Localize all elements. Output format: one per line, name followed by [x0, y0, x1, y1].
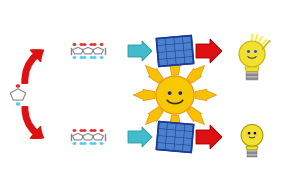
- Ellipse shape: [100, 142, 104, 145]
- Circle shape: [156, 76, 194, 114]
- Polygon shape: [187, 65, 205, 83]
- Bar: [246, 76, 258, 78]
- Circle shape: [247, 50, 250, 53]
- Ellipse shape: [254, 50, 257, 53]
- Bar: [247, 150, 257, 152]
- Polygon shape: [145, 107, 163, 125]
- Ellipse shape: [168, 91, 171, 95]
- Ellipse shape: [246, 134, 248, 136]
- Polygon shape: [169, 115, 181, 137]
- Ellipse shape: [256, 134, 258, 136]
- Polygon shape: [169, 53, 181, 75]
- Ellipse shape: [100, 56, 104, 59]
- Circle shape: [268, 40, 270, 42]
- Polygon shape: [133, 89, 155, 101]
- Bar: [247, 156, 257, 157]
- Ellipse shape: [79, 56, 83, 59]
- Polygon shape: [187, 107, 205, 125]
- Ellipse shape: [83, 142, 86, 145]
- Bar: [247, 154, 257, 156]
- Bar: [156, 36, 194, 67]
- Ellipse shape: [16, 84, 20, 88]
- Circle shape: [239, 41, 265, 67]
- Polygon shape: [128, 41, 152, 61]
- Bar: [156, 122, 194, 153]
- Circle shape: [168, 91, 172, 95]
- Bar: [156, 36, 194, 67]
- FancyArrowPatch shape: [22, 107, 44, 139]
- Ellipse shape: [72, 142, 77, 145]
- Bar: [246, 72, 258, 74]
- Ellipse shape: [247, 50, 250, 53]
- Polygon shape: [145, 65, 163, 83]
- Bar: [156, 122, 194, 153]
- Ellipse shape: [79, 43, 83, 46]
- Circle shape: [254, 50, 257, 53]
- Circle shape: [254, 132, 256, 135]
- Polygon shape: [196, 39, 222, 63]
- Circle shape: [248, 132, 250, 135]
- Polygon shape: [195, 89, 217, 101]
- Circle shape: [241, 125, 263, 146]
- Ellipse shape: [179, 91, 182, 95]
- Polygon shape: [128, 127, 152, 147]
- Ellipse shape: [83, 129, 86, 132]
- Ellipse shape: [93, 129, 97, 132]
- Ellipse shape: [16, 102, 20, 106]
- Bar: [246, 78, 258, 80]
- Polygon shape: [245, 67, 259, 72]
- Circle shape: [178, 91, 182, 95]
- Ellipse shape: [93, 56, 97, 59]
- Ellipse shape: [100, 129, 104, 132]
- Ellipse shape: [83, 43, 86, 46]
- Ellipse shape: [72, 129, 77, 132]
- Polygon shape: [246, 146, 258, 150]
- Ellipse shape: [93, 43, 97, 46]
- Bar: [246, 74, 258, 76]
- Ellipse shape: [100, 43, 104, 46]
- Ellipse shape: [89, 56, 93, 59]
- Ellipse shape: [89, 129, 93, 132]
- Ellipse shape: [79, 129, 83, 132]
- Ellipse shape: [93, 142, 97, 145]
- Ellipse shape: [79, 142, 83, 145]
- Ellipse shape: [83, 56, 86, 59]
- FancyArrowPatch shape: [22, 50, 44, 83]
- Ellipse shape: [72, 43, 77, 46]
- Bar: [247, 152, 257, 154]
- Ellipse shape: [72, 56, 77, 59]
- Ellipse shape: [89, 43, 93, 46]
- Polygon shape: [196, 125, 222, 149]
- Ellipse shape: [89, 142, 93, 145]
